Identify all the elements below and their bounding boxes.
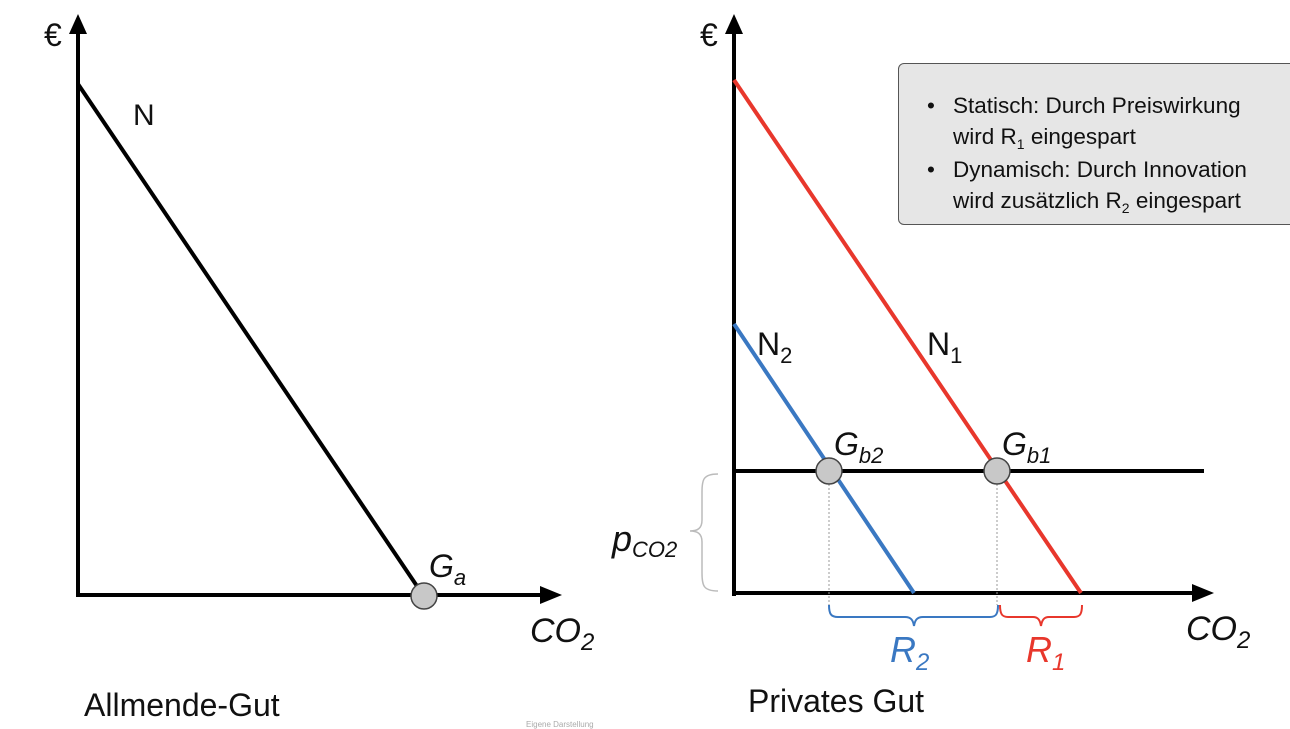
right-caption: Privates Gut	[748, 683, 925, 719]
price-bracket	[689, 473, 719, 592]
info-bullet-dynamic-line2: wird zusätzlich R2 eingespart	[953, 188, 1241, 216]
demand-curve-n1	[732, 78, 1083, 595]
footer-note: Eigene Darstellung	[526, 720, 594, 729]
left-panel: € N Ga CO2	[44, 14, 594, 656]
left-caption: Allmende-Gut	[84, 687, 280, 723]
left-y-axis-arrow	[69, 14, 87, 34]
info-bullet-static: Statisch: Durch Preiswirkung wird R1 ein…	[927, 90, 1290, 152]
curve-n2-label: N2	[757, 326, 792, 368]
r2-label: R2	[890, 629, 929, 676]
info-bullet-dynamic: Dynamisch: Durch Innovation wird zusätzl…	[927, 154, 1290, 216]
info-box: Statisch: Durch Preiswirkung wird R1 ein…	[898, 63, 1290, 225]
left-equilibrium-point	[410, 582, 438, 610]
r1-label: R1	[1026, 629, 1065, 676]
info-bullet-static-line1: Statisch: Durch Preiswirkung	[953, 93, 1241, 118]
info-bullet-dynamic-line1: Dynamisch: Durch Innovation	[953, 157, 1247, 182]
price-label: pCO2	[611, 518, 677, 562]
point-gb1-label: Gb1	[1002, 426, 1051, 468]
right-x-axis-label: CO2	[1186, 610, 1250, 654]
right-panel: € N1 N2 Gb2 Gb1 pCO2 R2 R1 CO2	[611, 14, 1250, 676]
r2-brace	[828, 604, 999, 627]
equilibrium-point-gb1	[983, 457, 1011, 485]
left-x-axis-label: CO2	[530, 612, 594, 656]
right-x-axis-arrow	[1192, 584, 1214, 602]
left-y-axis-label: €	[44, 17, 62, 53]
point-gb2-label: Gb2	[834, 426, 883, 468]
info-list: Statisch: Durch Preiswirkung wird R1 ein…	[899, 64, 1290, 216]
curve-n1-label: N1	[927, 326, 962, 368]
info-bullet-static-line2: wird R1 eingespart	[953, 124, 1136, 152]
left-curve-label: N	[133, 99, 155, 132]
right-y-axis-arrow	[725, 14, 743, 34]
r1-brace	[999, 604, 1083, 627]
equilibrium-point-gb2	[815, 457, 843, 485]
left-x-axis-arrow	[540, 586, 562, 604]
left-point-label: Ga	[429, 548, 466, 590]
right-y-axis-label: €	[700, 17, 718, 53]
left-demand-curve	[76, 82, 425, 597]
